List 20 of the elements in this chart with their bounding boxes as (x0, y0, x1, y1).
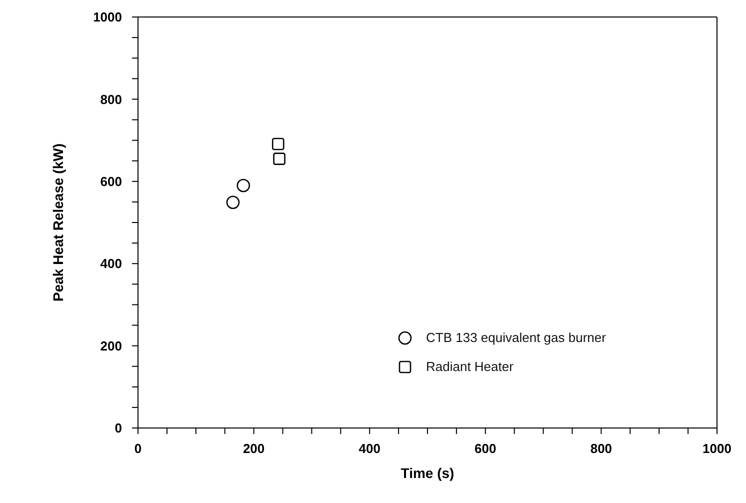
y-tick-label: 1000 (93, 10, 122, 25)
x-tick-label: 400 (358, 441, 380, 456)
point (236, 178, 250, 192)
x-tick-label: 0 (134, 441, 142, 456)
legend-label: Radiant Heater (426, 359, 514, 374)
x-tick-label: 600 (474, 441, 496, 456)
x-tick-label: 1000 (702, 441, 732, 456)
x-tick-label: 200 (242, 441, 265, 456)
y-tick-label: 200 (100, 338, 122, 354)
y-tick-label: 800 (100, 92, 122, 107)
y-tick-label: 400 (100, 256, 122, 272)
x-tick-label: 800 (590, 441, 612, 456)
y-axis-title: Peak Heat Release (kW) (50, 144, 66, 302)
y-tick-label: 600 (100, 174, 122, 190)
point (226, 196, 240, 210)
point (272, 138, 284, 150)
legend-label: CTB 133 equivalent gas burner (426, 330, 606, 345)
point (273, 152, 286, 165)
x-axis-title: Time (s) (400, 465, 454, 481)
y-tick-label: 0 (114, 420, 122, 436)
